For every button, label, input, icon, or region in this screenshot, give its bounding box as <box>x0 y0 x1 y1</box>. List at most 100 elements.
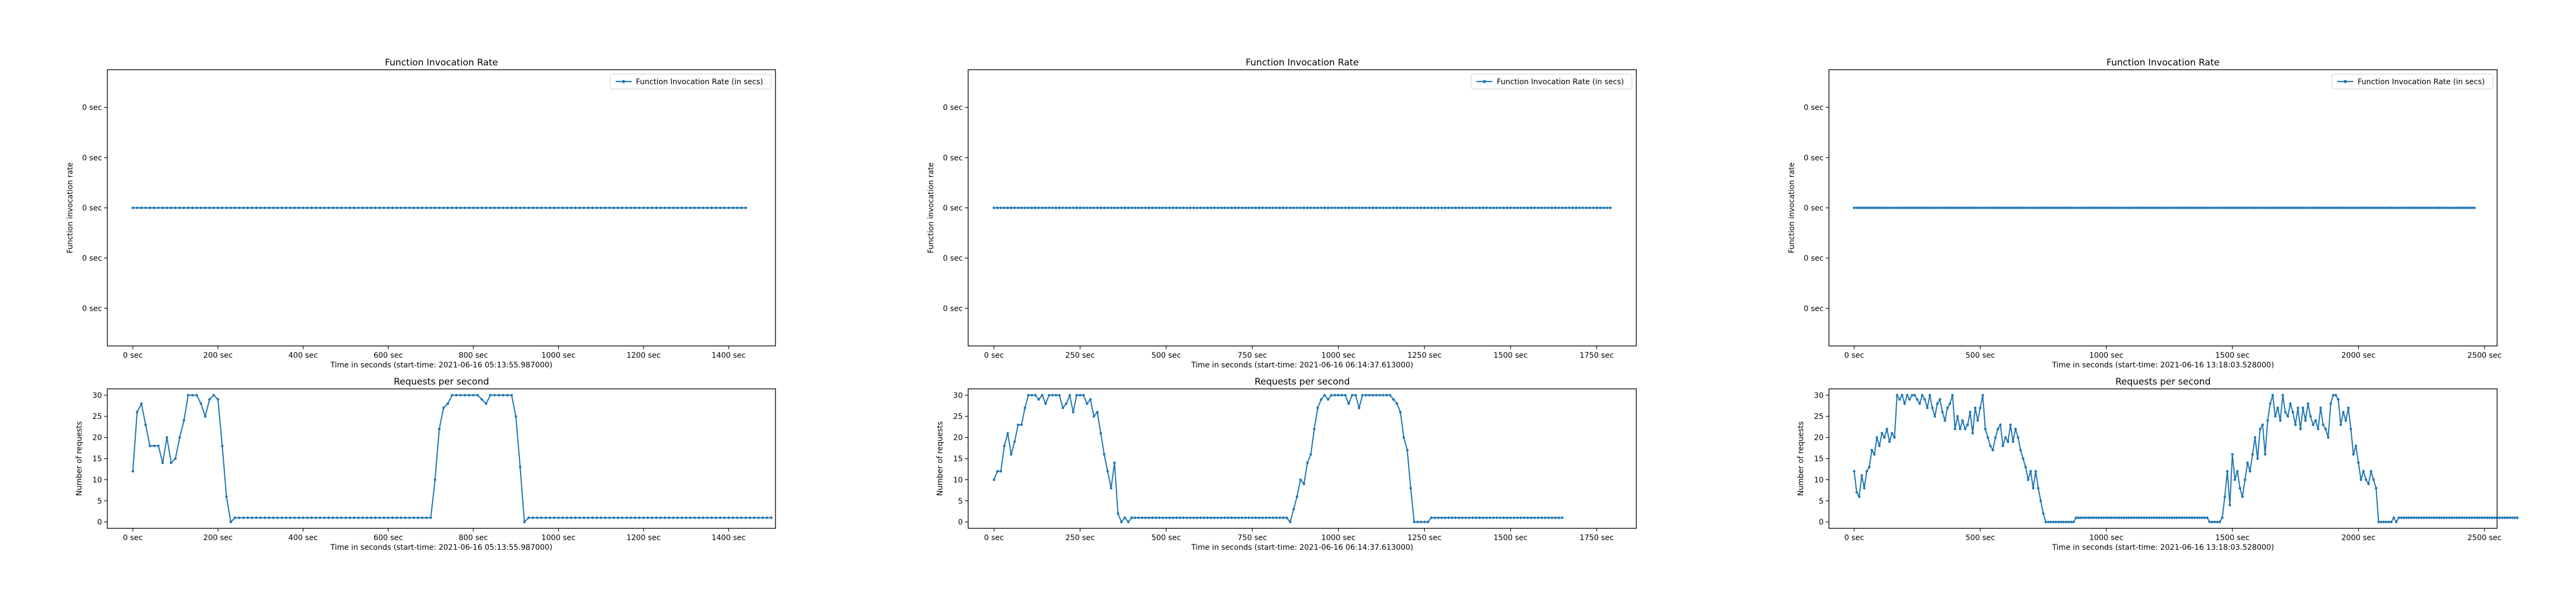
data-point <box>2223 206 2226 209</box>
data-point <box>1433 516 1436 519</box>
data-point <box>1419 206 1423 209</box>
data-point <box>1216 516 1219 519</box>
data-point <box>238 516 241 519</box>
data-point <box>2357 206 2360 209</box>
data-point <box>1936 402 1939 405</box>
data-point <box>1223 206 1226 209</box>
data-point <box>663 516 667 519</box>
data-point <box>1196 516 1199 519</box>
y-tick-label: 0 sec <box>1804 305 1824 313</box>
data-point <box>2117 516 2120 519</box>
data-point <box>2367 482 2370 485</box>
data-point <box>566 516 568 519</box>
data-point <box>523 520 526 523</box>
data-point <box>2503 516 2506 519</box>
data-point <box>1888 206 1891 209</box>
data-point <box>2384 206 2388 209</box>
data-point <box>1210 516 1212 519</box>
data-point <box>2203 516 2206 519</box>
data-point <box>2299 206 2302 209</box>
data-point <box>1502 206 1505 209</box>
data-point <box>1941 206 1944 209</box>
data-point <box>1320 398 1323 401</box>
data-point <box>1958 427 1962 431</box>
data-point <box>2281 206 2285 209</box>
data-point <box>1392 206 1395 209</box>
x-tick-label: 1500 sec <box>2215 534 2250 542</box>
data-point <box>1536 516 1540 519</box>
data-point <box>2180 206 2184 209</box>
data-point <box>1896 394 1899 397</box>
data-point <box>2072 520 2075 523</box>
data-point <box>1230 206 1233 209</box>
data-point <box>1182 516 1185 519</box>
data-point <box>2357 461 2360 464</box>
data-point <box>2261 206 2264 209</box>
data-point <box>2256 206 2259 209</box>
data-point <box>459 206 462 209</box>
data-point <box>1471 206 1474 209</box>
data-point <box>1860 474 1863 477</box>
data-point <box>2465 206 2469 209</box>
data-point <box>1023 206 1027 209</box>
data-point <box>2354 206 2358 209</box>
data-point <box>1440 206 1443 209</box>
data-point <box>1216 206 1219 209</box>
data-point <box>446 206 449 209</box>
data-point <box>2052 520 2055 523</box>
data-point <box>2415 516 2418 519</box>
data-point <box>2412 206 2416 209</box>
data-point <box>1482 206 1484 209</box>
data-point <box>2228 206 2231 209</box>
data-point <box>1913 394 1916 397</box>
data-point <box>1257 516 1261 519</box>
data-point <box>1199 516 1202 519</box>
data-point <box>2160 516 2163 519</box>
data-point <box>1371 206 1374 209</box>
data-point <box>455 206 458 209</box>
data-point <box>506 394 509 397</box>
data-point <box>1911 394 1914 397</box>
data-point <box>2145 516 2148 519</box>
data-point <box>259 206 262 209</box>
data-point <box>284 516 288 519</box>
data-point <box>323 206 326 209</box>
data-point <box>395 206 398 209</box>
data-point <box>625 516 628 519</box>
data-point <box>1368 206 1371 209</box>
data-point <box>2004 206 2007 209</box>
y-tick-label: 10 <box>1814 476 1824 484</box>
data-point <box>378 206 381 209</box>
data-point <box>1175 206 1178 209</box>
data-point <box>1492 516 1495 519</box>
data-point <box>2041 206 2045 209</box>
data-point <box>1550 206 1554 209</box>
data-point <box>1878 206 1881 209</box>
data-point <box>1533 206 1536 209</box>
data-point <box>2438 516 2441 519</box>
data-point <box>136 206 138 209</box>
chart-title: Requests per second <box>2116 377 2211 387</box>
data-point <box>331 516 334 519</box>
data-point <box>1451 516 1454 519</box>
data-point <box>548 206 552 209</box>
x-axis-label: Time in seconds (start-time: 2021-06-16 … <box>2052 543 2274 552</box>
data-point <box>2417 206 2420 209</box>
data-point <box>203 415 207 418</box>
data-point <box>2435 516 2438 519</box>
data-point <box>2375 486 2377 490</box>
data-point <box>1991 448 1994 452</box>
data-point <box>1240 206 1243 209</box>
data-point <box>1302 482 1306 485</box>
data-point <box>2405 516 2408 519</box>
data-point <box>1096 410 1099 414</box>
data-point <box>1475 206 1477 209</box>
data-point <box>723 516 726 519</box>
data-point <box>2470 206 2473 209</box>
legend-label: Function Invocation Rate (in secs) <box>1497 78 1624 86</box>
data-point <box>1381 394 1385 397</box>
requests-chart-2: Requests per second 0 sec 250 sec 500 sec 75… <box>936 377 1637 552</box>
data-point <box>2208 520 2211 523</box>
data-point <box>1075 394 1078 397</box>
data-point <box>131 470 134 473</box>
